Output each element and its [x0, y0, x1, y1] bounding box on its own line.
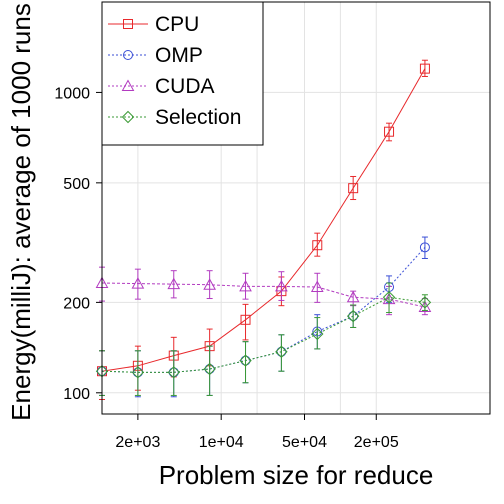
data-point — [131, 277, 145, 289]
series-line — [101, 282, 426, 308]
data-point — [311, 327, 324, 341]
x-tick-label: 2e+03 — [115, 434, 160, 451]
data-point — [310, 280, 324, 293]
legend-item-selection: Selection — [108, 106, 241, 129]
data-point — [239, 354, 252, 367]
plot-frame — [101, 1, 491, 415]
legend-label: OMP — [155, 44, 203, 67]
legend: CPU OMP CUDA Selection — [101, 1, 264, 146]
data-point — [346, 309, 360, 323]
error-bar — [278, 271, 285, 301]
legend-marker — [123, 50, 133, 60]
x-tick-label: 5e+04 — [282, 434, 327, 451]
series-line — [101, 68, 426, 372]
error-bar — [206, 270, 213, 300]
series-layer — [95, 59, 432, 400]
error-bar — [421, 236, 428, 259]
error-bar — [242, 341, 249, 384]
error-bar — [134, 350, 141, 396]
y-tick-label: 1000 — [54, 85, 90, 102]
error-bar — [206, 345, 213, 396]
data-point — [275, 345, 288, 358]
series-line — [101, 296, 425, 373]
x-axis-title: Problem size for reduce — [159, 460, 434, 490]
legend-label: CUDA — [155, 75, 215, 98]
data-point — [382, 291, 396, 304]
data-point — [418, 296, 432, 309]
data-point — [348, 183, 359, 194]
y-tick-label: 500 — [63, 176, 90, 193]
error-bar — [314, 317, 321, 350]
data-point — [384, 126, 395, 137]
error-bar — [242, 272, 249, 300]
data-point — [419, 63, 430, 74]
legend-marker — [121, 110, 135, 124]
y-axis-title: Energy(milliJ): average of 1000 runs — [6, 3, 36, 421]
data-point — [419, 242, 430, 253]
x-tick-label: 1e+04 — [199, 434, 244, 451]
data-point — [167, 277, 181, 290]
error-bar — [350, 304, 357, 328]
data-point — [239, 279, 252, 292]
error-bar — [278, 334, 285, 372]
error-bar — [421, 59, 428, 77]
legend-item-cpu: CPU — [108, 13, 199, 36]
series-selection — [95, 282, 432, 396]
axis-ticks: 2e+03 1e+04 5e+04 2e+05 100 200 500 1000 — [54, 85, 398, 451]
data-point — [203, 362, 216, 376]
data-point — [131, 366, 145, 379]
data-point — [275, 279, 288, 292]
error-bar — [314, 272, 321, 303]
data-point — [167, 366, 180, 379]
legend-label: Selection — [155, 106, 241, 129]
legend-marker — [121, 79, 135, 91]
data-point — [312, 240, 323, 251]
error-bar — [386, 282, 393, 314]
legend-marker — [123, 19, 133, 29]
legend-item-cuda: CUDA — [108, 75, 215, 98]
error-bar — [170, 270, 177, 299]
error-bar — [170, 350, 177, 396]
y-tick-label: 200 — [63, 295, 90, 312]
legend-label: CPU — [155, 13, 199, 36]
legend-item-omp: OMP — [108, 44, 203, 67]
error-bar — [314, 232, 321, 257]
y-tick-label: 100 — [63, 386, 90, 403]
data-point — [418, 300, 432, 313]
error-bar — [242, 303, 249, 341]
data-point — [203, 278, 216, 290]
x-tick-label: 2e+05 — [354, 434, 399, 451]
error-bar — [134, 268, 141, 300]
data-point — [240, 314, 251, 325]
data-point — [346, 290, 360, 303]
error-bar — [350, 175, 357, 201]
error-bar — [386, 122, 393, 142]
